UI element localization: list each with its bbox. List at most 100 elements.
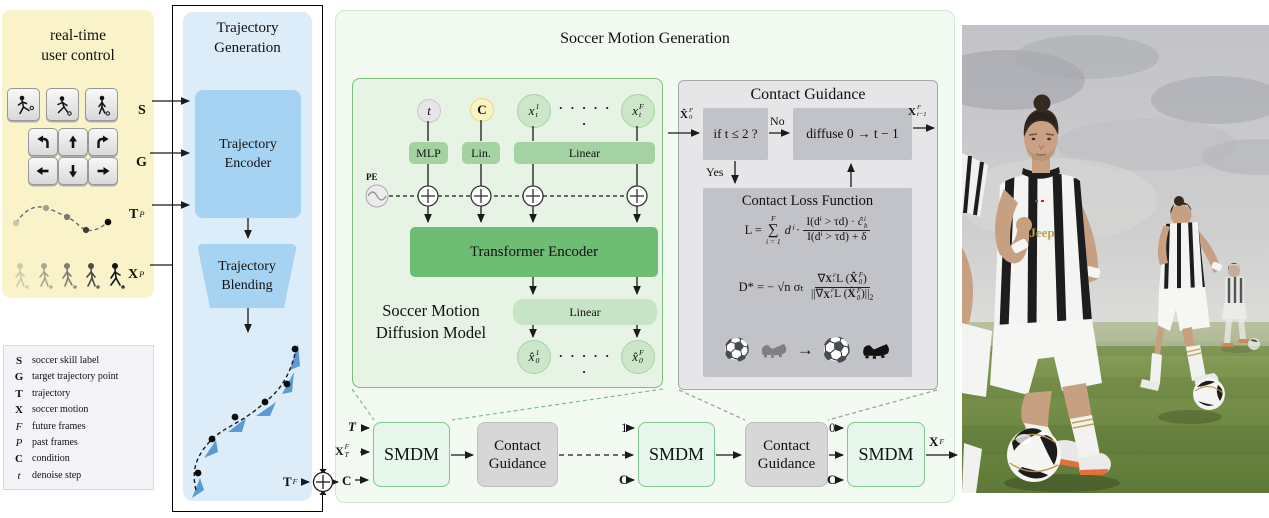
math-sup: F [639, 347, 644, 357]
turn-right-arrow-icon [97, 135, 109, 148]
t-token-circle: t [417, 99, 441, 123]
skill-key-walk[interactable] [85, 88, 118, 121]
math-base: T [129, 207, 139, 222]
pipeline-smdm-2: SMDM [638, 422, 715, 487]
label-skill-S: S [138, 103, 146, 119]
ellipsis-outputs: · · · · · · [558, 348, 612, 379]
user-control-title-line2: user control [41, 47, 115, 64]
condition-token-circle: C [470, 98, 494, 122]
math-sup: F [688, 107, 693, 114]
player-main: Jeep [990, 94, 1120, 492]
label-denoise-1: 1 [621, 420, 628, 435]
math-sup: F [292, 476, 298, 486]
sum-symbol: F ∑ i = 1 [765, 214, 781, 246]
lin-box: Lin. [462, 142, 500, 164]
cg-line1: Contact [494, 437, 541, 454]
math-xhat-arg: X̂ F 0 [849, 272, 863, 287]
dir-key-turn-left[interactable] [28, 128, 58, 156]
eq1-term: dⁱ · [784, 223, 800, 237]
trajectory-generation-frame [172, 5, 323, 512]
math-xhat0F: x̂ F 0 [632, 347, 644, 365]
xhat-0-F-circle: x̂ F 0 [621, 340, 655, 374]
encoder-line2: Encoder [224, 156, 272, 171]
trajectory-blending-trapezoid: Trajectory Blending [197, 244, 297, 308]
legend-text: condition [32, 453, 70, 465]
math-sub: t [639, 110, 642, 119]
cleat-black-icon [862, 343, 889, 359]
arrow-right: → [796, 340, 814, 359]
user-control-panel: real-time user control [2, 10, 154, 298]
legend-text: past frames [32, 437, 78, 449]
legend-symbol: C [15, 453, 23, 466]
legend-symbol: T [15, 387, 23, 400]
legend-text: target trajectory point [32, 371, 119, 383]
cg-line2: Guidance [757, 455, 816, 472]
legend-text: soccer skill label [32, 355, 100, 366]
title-line1: Trajectory [216, 20, 279, 36]
math-sup: P [139, 209, 145, 219]
math-xhat0F-input: X̂ F 0 [680, 107, 693, 122]
cleat-gray-icon [761, 344, 787, 358]
turn-left-arrow-icon [37, 135, 49, 148]
math-sub: 0 [535, 356, 540, 365]
dir-key-right[interactable] [88, 157, 118, 185]
if-t-leq-2-box: if t ≤ 2 ? [703, 108, 768, 160]
math-base: x̂ [632, 349, 638, 364]
cg-line1: Contact [763, 437, 810, 454]
math-sub: t [535, 110, 538, 119]
math-base: X [908, 105, 916, 118]
cg-line2: Guidance [488, 455, 547, 472]
main-ball [1007, 428, 1061, 482]
label-C-2: C [619, 472, 629, 487]
math-base: x̂ [528, 349, 535, 364]
label-C-3: C [827, 472, 837, 487]
dir-key-turn-right[interactable] [88, 128, 118, 156]
title-line2: Generation [214, 40, 281, 56]
yes-label: Yes [706, 165, 724, 179]
legend-symbol: G [14, 371, 24, 384]
xhat-0-1-circle: x̂ 1 0 [517, 340, 551, 374]
user-control-title: real-time user control [2, 26, 154, 66]
right-arrow-icon [97, 167, 110, 175]
cg-input-label: X̂ F 0 [680, 107, 693, 122]
skill-key-kick[interactable] [7, 88, 40, 121]
math-base: G [136, 155, 147, 170]
past-trajectory-sketch [12, 204, 112, 234]
math-sub: 0 [639, 356, 643, 365]
past-motion-figures [15, 263, 125, 289]
eq2-lhs: D* = − √n σₜ [738, 280, 804, 294]
dir-key-up[interactable] [58, 128, 88, 156]
skill-key-run[interactable] [46, 88, 79, 121]
player-far [1221, 262, 1260, 353]
smdm-caption: Soccer Motion Diffusion Model [360, 300, 502, 344]
dir-key-down[interactable] [58, 157, 88, 185]
transformer-encoder-box: Transformer Encoder [410, 227, 658, 277]
left-arrow-icon [36, 167, 49, 175]
legend-row: t denoise step [13, 468, 147, 484]
math-xhat01: x̂ 1 0 [528, 348, 540, 365]
math-sub: T [344, 450, 349, 459]
legend-symbol: F [15, 420, 23, 433]
contact-loss-box [703, 188, 912, 377]
label-T-step: T [348, 419, 356, 434]
legend-text: soccer motion [32, 404, 89, 416]
no-label: No [770, 114, 785, 128]
dir-key-left[interactable] [28, 157, 58, 185]
